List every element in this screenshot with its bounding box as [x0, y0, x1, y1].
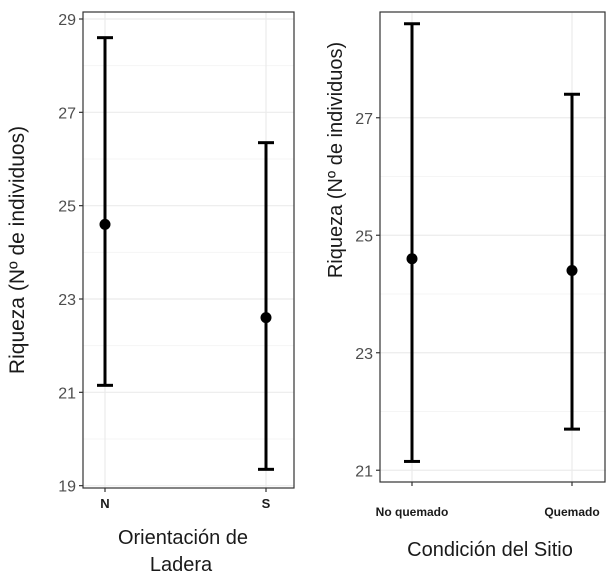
y-tick-label: 23: [58, 292, 76, 309]
y-tick-label: 25: [355, 228, 373, 245]
panel-left-background: [83, 12, 294, 488]
panel-right-marks: [404, 22, 580, 463]
panel-left-x-axis-title-line2: Ladera: [150, 554, 213, 576]
panel-left-marks: [97, 36, 274, 471]
y-tick-label: 29: [58, 12, 76, 29]
panel-left-border: [82, 11, 295, 489]
panel-right-y-axis-title: Riqueza (Nº de individuos): [325, 42, 347, 278]
x-tick-label: S: [262, 496, 271, 511]
y-tick-label: 27: [355, 111, 373, 128]
panel-left-x-axis-title-line1: Orientación de: [118, 527, 248, 549]
y-tick-label: 19: [58, 479, 76, 496]
panel-right-background: [380, 12, 606, 482]
mean-point-n: [99, 218, 111, 230]
y-tick-label: 23: [355, 346, 373, 363]
mean-point-s: [260, 312, 272, 324]
y-tick-label: 21: [58, 385, 76, 402]
x-tick-label: No quemado: [376, 505, 449, 519]
mean-point-quemado: [566, 265, 578, 276]
panel-right-y-ticks: 21 23 25 27: [355, 111, 380, 480]
y-tick-label: 25: [58, 199, 76, 216]
y-tick-label: 21: [355, 463, 373, 480]
panel-left-y-ticks: 19 21 23 25 27 29: [58, 12, 83, 496]
panel-right-x-axis-title: Condición del Sitio: [407, 539, 573, 561]
y-tick-label: 27: [58, 105, 76, 122]
panel-right-border: [379, 11, 606, 483]
panel-right: 21 23 25 27 No quemado Quemado Riqueza (Nº d…: [325, 11, 606, 561]
x-tick-label: Quemado: [544, 505, 599, 519]
panel-left-y-axis-title: Riqueza (Nº de individuos): [6, 126, 29, 374]
mean-point-no-quemado: [406, 253, 418, 265]
x-tick-label: N: [100, 496, 109, 511]
panel-right-x-ticks: No quemado Quemado: [376, 482, 600, 519]
